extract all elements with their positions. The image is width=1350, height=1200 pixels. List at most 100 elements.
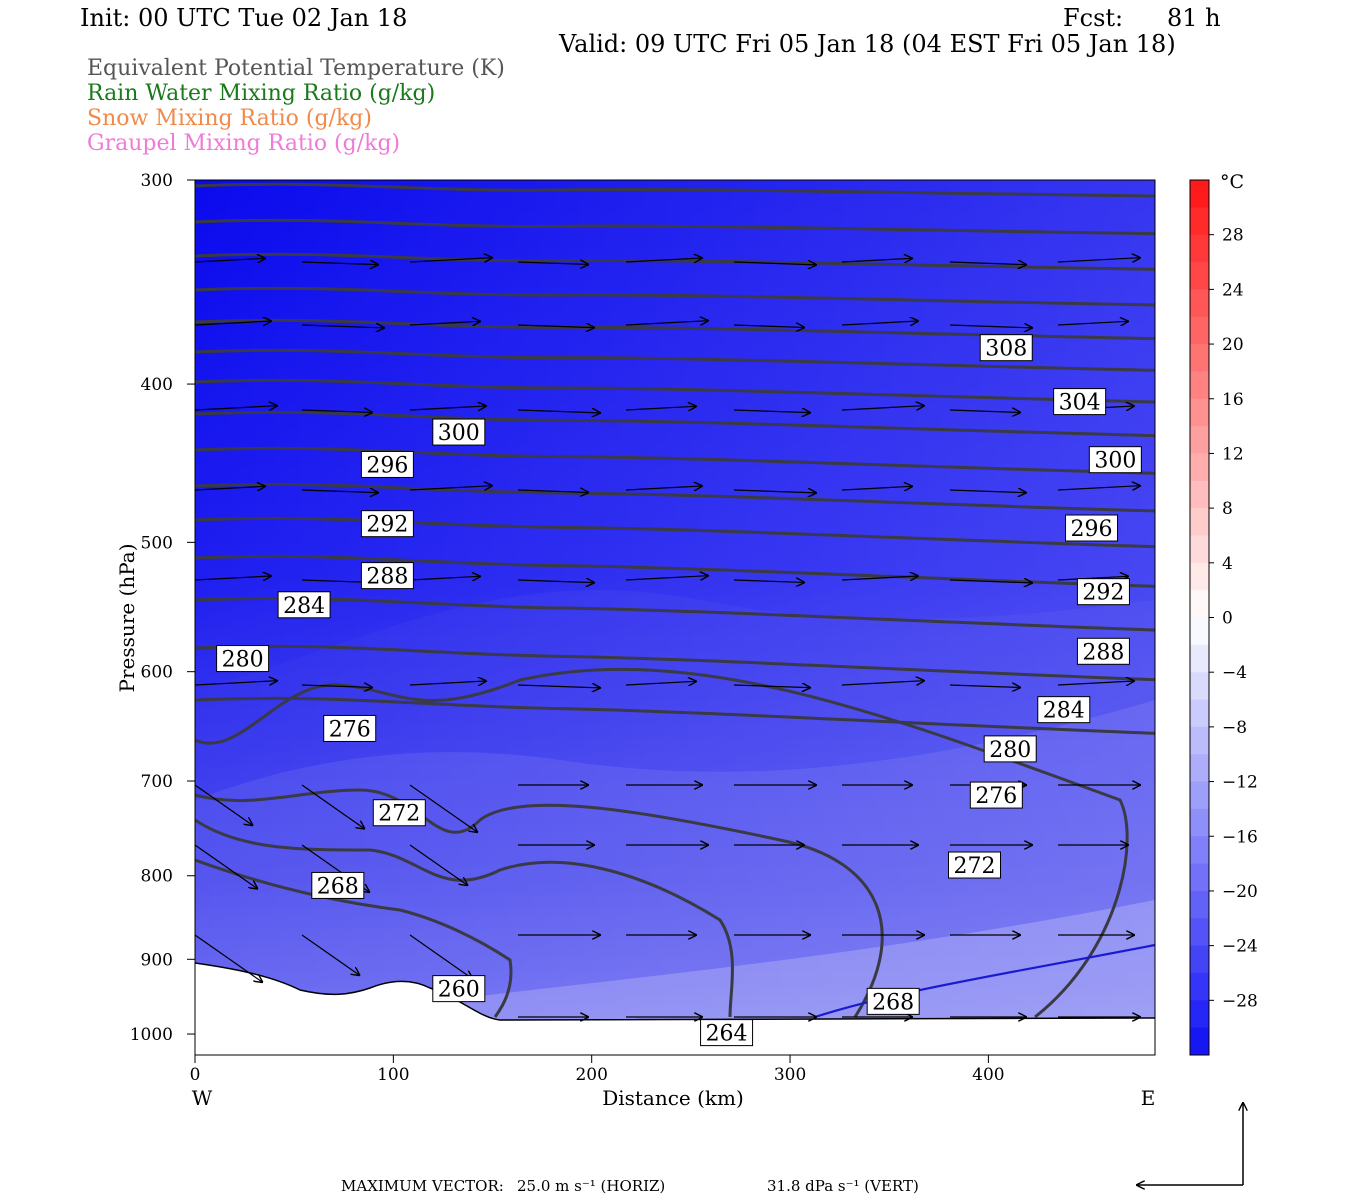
colorbar-tick-label: 16: [1222, 390, 1244, 410]
wind-vector: [517, 580, 594, 583]
colorbar-band: [1190, 644, 1209, 673]
isentrope: [195, 596, 1155, 632]
contour-label-box: [311, 871, 365, 899]
colorbar-tick-label: 4: [1222, 554, 1233, 574]
east-label: E: [1141, 1086, 1156, 1110]
contour-label-text: 284: [1043, 699, 1085, 724]
colorbar-band: [1190, 808, 1209, 837]
wind-vector: [409, 784, 477, 832]
wind-vector: [195, 321, 271, 325]
contour-label-text: 292: [366, 513, 408, 538]
contour-label-box: [432, 418, 486, 446]
contour-label-text: 292: [1082, 581, 1124, 606]
colorbar-tick-label: −24: [1222, 937, 1258, 957]
isentrope: [195, 554, 1155, 588]
contour-label-box: [1053, 388, 1107, 416]
wind-vector: [409, 258, 492, 262]
contour-label-text: 300: [1094, 449, 1136, 474]
reference-vector: [1137, 1103, 1243, 1185]
x-tick-label: 0: [190, 1065, 201, 1085]
wind-vector: [517, 490, 588, 492]
wind-vector: [1057, 321, 1128, 325]
contour-label: 308: [979, 334, 1033, 362]
wind-vector: [733, 580, 804, 582]
isentrope-contours: [195, 182, 1155, 1019]
y-tick-label: 700: [141, 772, 173, 792]
wind-vector: [195, 576, 271, 580]
y-axis: 300 400 500 600 700 800 900 1000: [130, 171, 195, 1045]
contour-label: 296: [360, 450, 414, 478]
rain-water-contour: [814, 943, 1155, 1019]
wind-vector: [517, 325, 594, 328]
colorbar-tick-label: −12: [1222, 773, 1258, 793]
wind-vector: [195, 406, 277, 410]
max-vector-horiz: 25.0 m s⁻¹ (HORIZ): [517, 1177, 666, 1195]
x-tick-label: 200: [575, 1065, 607, 1085]
isentrope: [195, 516, 1155, 549]
contour-label-box: [1088, 446, 1142, 474]
colorbar-band: [1190, 508, 1209, 536]
colorbar-band: [1190, 590, 1209, 618]
wind-vector: [841, 576, 918, 580]
plot-frame: [194, 179, 1156, 1056]
wind-vector: [949, 410, 1020, 412]
isentrope: [195, 696, 1155, 735]
isentrope: [195, 286, 1155, 307]
isentrope: [195, 818, 734, 1018]
wind-vector: [949, 262, 1026, 265]
contour-label-text: 280: [989, 738, 1031, 763]
wind-vector: [625, 321, 708, 325]
y-axis-title: Pressure (hPa): [115, 544, 139, 693]
contour-label-text: 276: [329, 717, 371, 742]
wind-vector: [301, 410, 372, 412]
y-tick-label: 800: [141, 867, 173, 887]
colorbar-band: [1190, 781, 1209, 810]
colorbar-band: [1190, 945, 1209, 974]
colorbar-unit: °C: [1220, 171, 1244, 193]
contour-label-text: 308: [985, 337, 1027, 362]
contour-label: 292: [1076, 578, 1130, 606]
colorbar-tick-label: 8: [1222, 499, 1233, 519]
colorbar-band: [1190, 480, 1209, 509]
colorbar-band: [1190, 1000, 1209, 1029]
contour-label: 288: [1076, 637, 1130, 665]
west-label: W: [192, 1086, 213, 1110]
wind-vector: [301, 685, 372, 687]
colorbar-band: [1190, 726, 1209, 755]
wind-vector: [949, 685, 1020, 687]
wind-vector: [195, 681, 277, 685]
wind-vector: [625, 406, 696, 410]
contour-label: 276: [323, 714, 377, 742]
wind-vector: [195, 784, 252, 825]
y-tick-label: 900: [141, 950, 173, 970]
colorbar-tick-label: 28: [1222, 226, 1244, 246]
wind-vectors: [195, 258, 1140, 1017]
wind-vector: [409, 934, 472, 979]
contour-label: 268: [866, 987, 920, 1015]
contour-label: 280: [216, 645, 270, 673]
wind-vector: [733, 325, 804, 327]
contour-label-text: 296: [366, 453, 408, 478]
x-tick-label: 100: [377, 1065, 409, 1085]
wind-vector: [949, 580, 1032, 583]
wind-vector: [841, 406, 924, 410]
wind-vector: [625, 486, 702, 490]
wind-vector: [841, 486, 912, 490]
colorbar-band: [1190, 1027, 1209, 1056]
contour-label: 292: [360, 510, 414, 538]
isentrope: [195, 218, 1155, 236]
max-vector-label: MAXIMUM VECTOR:: [341, 1177, 504, 1195]
contour-label-text: 296: [1071, 517, 1113, 542]
colorbar-tick-label: −20: [1222, 882, 1258, 902]
wind-vector: [195, 934, 262, 982]
colorbar-band: [1190, 453, 1209, 482]
x-axis-title: Distance (km): [602, 1086, 744, 1110]
valid-time: Valid: 09 UTC Fri 05 Jan 18 (04 EST Fri …: [559, 30, 1176, 58]
colorbar-tick-label: 0: [1222, 609, 1233, 629]
contour-label-text: 260: [438, 978, 480, 1003]
isentrope: [195, 858, 513, 1018]
contour-label-text: 264: [706, 1022, 748, 1047]
contour-label: 264: [700, 1019, 754, 1047]
colorbar-band: [1190, 371, 1209, 400]
isentrope: [195, 348, 1155, 372]
